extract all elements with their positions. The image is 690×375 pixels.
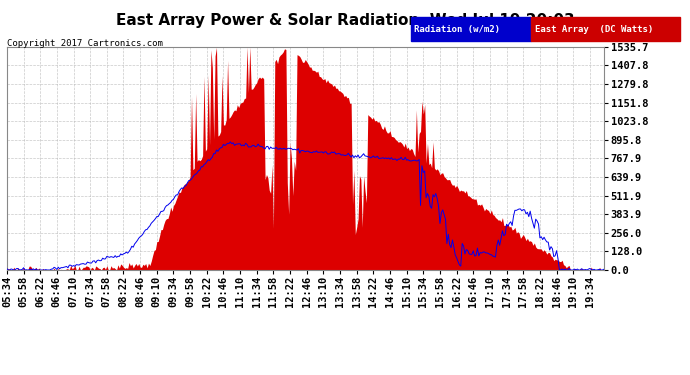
Text: East Array  (DC Watts): East Array (DC Watts) [535, 25, 653, 34]
Text: Copyright 2017 Cartronics.com: Copyright 2017 Cartronics.com [7, 39, 163, 48]
Text: East Array Power & Solar Radiation  Wed Jul 19 20:03: East Array Power & Solar Radiation Wed J… [116, 13, 574, 28]
Text: Radiation (w/m2): Radiation (w/m2) [414, 25, 500, 34]
